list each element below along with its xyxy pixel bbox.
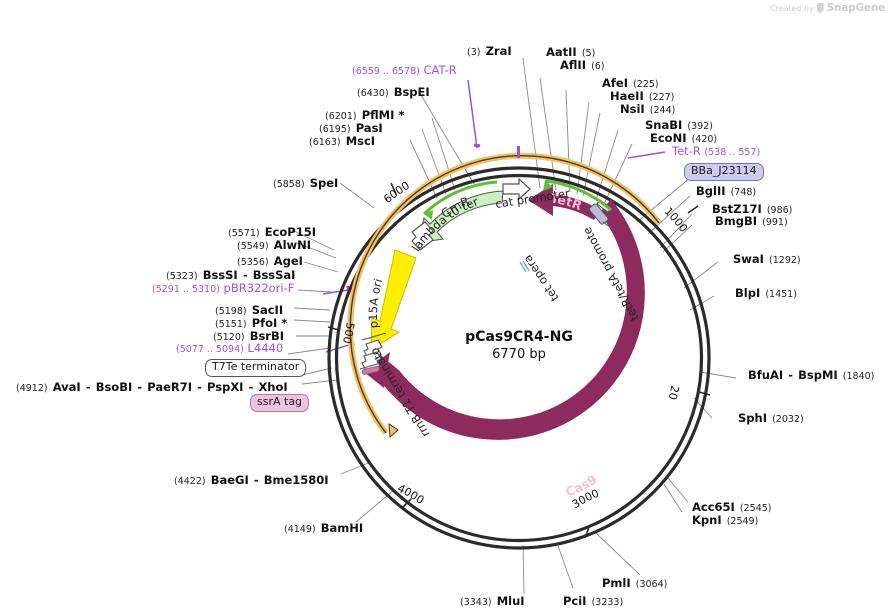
label-mlui: (3343) MluI	[460, 594, 525, 608]
label-pbr322ori-f: (5291 .. 5310) pBR322ori-F	[152, 281, 295, 295]
snapgene-logo-icon	[816, 2, 824, 14]
label-agei: (5356) AgeI	[237, 254, 303, 268]
label-bglii: BglII (748)	[696, 184, 757, 198]
label-l4440: (5077 .. 5094) L4440	[176, 341, 284, 355]
badge-bba-j23114: BBa_J23114	[684, 163, 764, 181]
watermark-created-by: Created by	[770, 3, 814, 13]
label-bamhi: (4149) BamHI	[284, 521, 364, 535]
label-bfuai-bspmi: BfuAI - BspMI (1840)	[748, 368, 875, 382]
label-aatii: AatII (5)	[546, 45, 596, 59]
feature-label-lambda-t0-terminator: lambda t0 terminator	[0, 0, 480, 254]
label-aflii: AflII (6)	[560, 58, 605, 72]
ruler-ticks	[327, 182, 711, 539]
label-pflmi: (6201) PflMI *	[325, 108, 405, 122]
label-sacii: (5198) SacII	[215, 303, 284, 317]
feature-rrnb-t1-terminator	[359, 332, 387, 371]
cmr-direction-arcs	[422, 179, 612, 220]
label-pmli: PmlI (3064)	[602, 576, 668, 590]
label-sphi: SphI (2032)	[738, 411, 804, 425]
label-avai-bsobi-paer7i-pspxi-xhoi: (4912) AvaI - BsoBI - PaeR7I - PspXI - X…	[16, 380, 288, 394]
label-snabi: SnaBI (392)	[645, 118, 713, 132]
label-bspei: (6430) BspEI	[357, 85, 430, 99]
label-swai: SwaI (1292)	[733, 252, 801, 266]
snapgene-watermark: Created by SnapGene	[770, 2, 885, 14]
label-alwni: (5549) AlwNI	[237, 238, 312, 252]
label-econi: EcoNI (420)	[650, 131, 718, 145]
plasmid-name: pCas9CR4-NG	[465, 329, 573, 345]
badge-ssra-tag: ssrA tag	[250, 394, 310, 412]
label-bmgbi: BmgBI (991)	[715, 214, 788, 228]
label-tet-r: Tet-R (538 .. 557)	[672, 144, 761, 158]
label-bstz17i: BstZ17I (986)	[712, 202, 793, 216]
label-pasi: (6195) PasI	[319, 121, 383, 135]
label-pcii: PciI (3233)	[563, 594, 624, 608]
feature-cat-promoter	[502, 177, 531, 201]
label-cat-r: (6559 .. 6578) CAT-R	[352, 63, 457, 77]
feature-p15a-ori	[370, 249, 417, 351]
feature-lambda-t0-terminator	[411, 221, 434, 251]
purple-feature-ticks	[517, 146, 520, 158]
label-kpni: KpnI (2549)	[692, 513, 759, 527]
orf-ring-orange	[347, 152, 662, 439]
feature-tet-operator	[519, 260, 530, 273]
label-msci: (6163) MscI	[309, 134, 376, 148]
label-baegi-bme1580i: (4422) BaeGI - Bme1580I	[174, 473, 329, 487]
plasmid-backbone	[327, 166, 711, 550]
label-spei: (5858) SpeI	[273, 176, 339, 190]
badge-t7te-terminator: T7Te terminator	[205, 359, 307, 377]
label-pfoi: (5151) PfoI *	[215, 316, 288, 330]
label-nsii: NsiI (244)	[620, 102, 676, 116]
label-zrai: (3) ZraI	[467, 44, 512, 58]
watermark-brand: SnapGene	[826, 2, 886, 14]
label-haeii: HaeII (227)	[610, 89, 675, 103]
label-blpi: BlpI (1451)	[735, 286, 797, 300]
label-bsrbi: (5120) BsrBI	[213, 329, 285, 343]
label-afei: AfeI (225)	[602, 76, 659, 90]
feature-ssra-tag-mark	[361, 365, 380, 375]
feature-tetr	[528, 184, 600, 220]
label-ecop15i: (5571) EcoP15I	[228, 225, 316, 239]
plasmid-size: 6770 bp	[492, 347, 546, 362]
label-acc65i: Acc65I (2545)	[692, 500, 772, 514]
label-bsssi-bsssai: (5323) BssSI - BssSaI	[166, 268, 296, 282]
